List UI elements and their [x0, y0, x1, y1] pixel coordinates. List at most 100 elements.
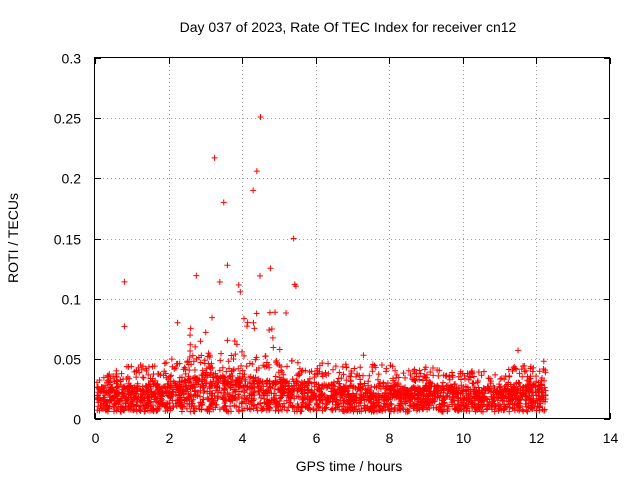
data-point [181, 397, 188, 404]
data-point [411, 387, 418, 394]
data-point [542, 369, 549, 376]
data-point [509, 405, 516, 412]
axis-ticks [95, 58, 611, 420]
data-point [513, 379, 520, 386]
data-point [486, 385, 493, 392]
data-point [255, 388, 262, 395]
data-point [104, 408, 111, 415]
data-point [448, 399, 455, 406]
data-point [262, 352, 269, 359]
data-point [481, 398, 488, 405]
data-point [123, 375, 130, 382]
data-point [168, 356, 175, 363]
data-point [404, 387, 411, 394]
data-point [221, 379, 228, 386]
data-point [356, 385, 363, 392]
data-point [224, 337, 231, 344]
data-point [304, 389, 311, 396]
data-point [433, 386, 440, 393]
data-point [375, 371, 382, 378]
data-point [480, 401, 487, 408]
data-point [468, 369, 475, 376]
data-point [185, 373, 192, 380]
data-point [319, 382, 326, 389]
data-point [427, 369, 434, 376]
data-point [481, 368, 488, 375]
data-point [366, 394, 373, 401]
data-point [410, 402, 417, 408]
data-point [293, 382, 300, 389]
data-point [540, 358, 547, 365]
data-point [436, 385, 443, 392]
data-point [240, 315, 247, 322]
data-point [460, 399, 467, 406]
data-point [510, 364, 517, 371]
data-point [241, 352, 248, 359]
data-point [368, 384, 375, 391]
data-point [382, 393, 389, 400]
data-point [266, 327, 273, 334]
data-point [343, 377, 350, 384]
data-point [216, 406, 223, 413]
data-point [191, 408, 198, 415]
data-point [120, 407, 127, 414]
data-point [100, 404, 107, 411]
x-axis-label: GPS time / hours [296, 458, 403, 474]
data-point [527, 382, 534, 389]
data-point [303, 400, 310, 407]
data-point [457, 405, 464, 412]
data-point [465, 386, 472, 393]
data-point [146, 394, 153, 401]
data-point [294, 359, 301, 366]
data-point [387, 394, 394, 401]
data-point [164, 407, 171, 414]
data-point [523, 367, 530, 374]
data-point [374, 376, 381, 383]
data-point [341, 385, 348, 392]
data-point [444, 393, 451, 400]
data-point [443, 383, 450, 390]
data-point [236, 404, 243, 411]
data-point [475, 368, 482, 375]
data-point [115, 405, 122, 412]
data-point [136, 407, 143, 414]
data-point [332, 406, 339, 413]
data-point [431, 398, 438, 405]
data-point [103, 399, 110, 406]
data-point [142, 365, 149, 372]
x-tick-label: 0 [92, 430, 100, 446]
data-point [454, 385, 461, 392]
data-point [282, 310, 289, 317]
data-point [133, 374, 140, 381]
data-point [255, 385, 262, 392]
data-point [390, 377, 397, 384]
data-point [306, 396, 313, 403]
data-point [526, 378, 533, 385]
data-point [140, 388, 147, 395]
data-point [248, 385, 255, 392]
data-point [284, 363, 291, 370]
data-point [165, 376, 172, 383]
data-point [272, 309, 279, 316]
data-point [340, 403, 347, 410]
data-point [452, 393, 459, 400]
data-point [420, 405, 427, 412]
data-point [211, 154, 218, 161]
data-point [192, 343, 199, 350]
data-point [213, 374, 220, 381]
data-point [220, 199, 227, 206]
data-point [296, 372, 303, 379]
data-point [453, 388, 460, 395]
x-tick-label: 12 [529, 430, 545, 446]
data-point [394, 407, 401, 414]
data-point [186, 353, 193, 360]
data-point [184, 359, 191, 366]
data-point [187, 332, 194, 339]
data-point [155, 370, 162, 377]
data-point [439, 397, 446, 404]
data-point [162, 402, 169, 409]
data-point [146, 407, 153, 414]
data-point [226, 365, 233, 372]
data-point [420, 392, 427, 399]
data-point [139, 374, 146, 381]
